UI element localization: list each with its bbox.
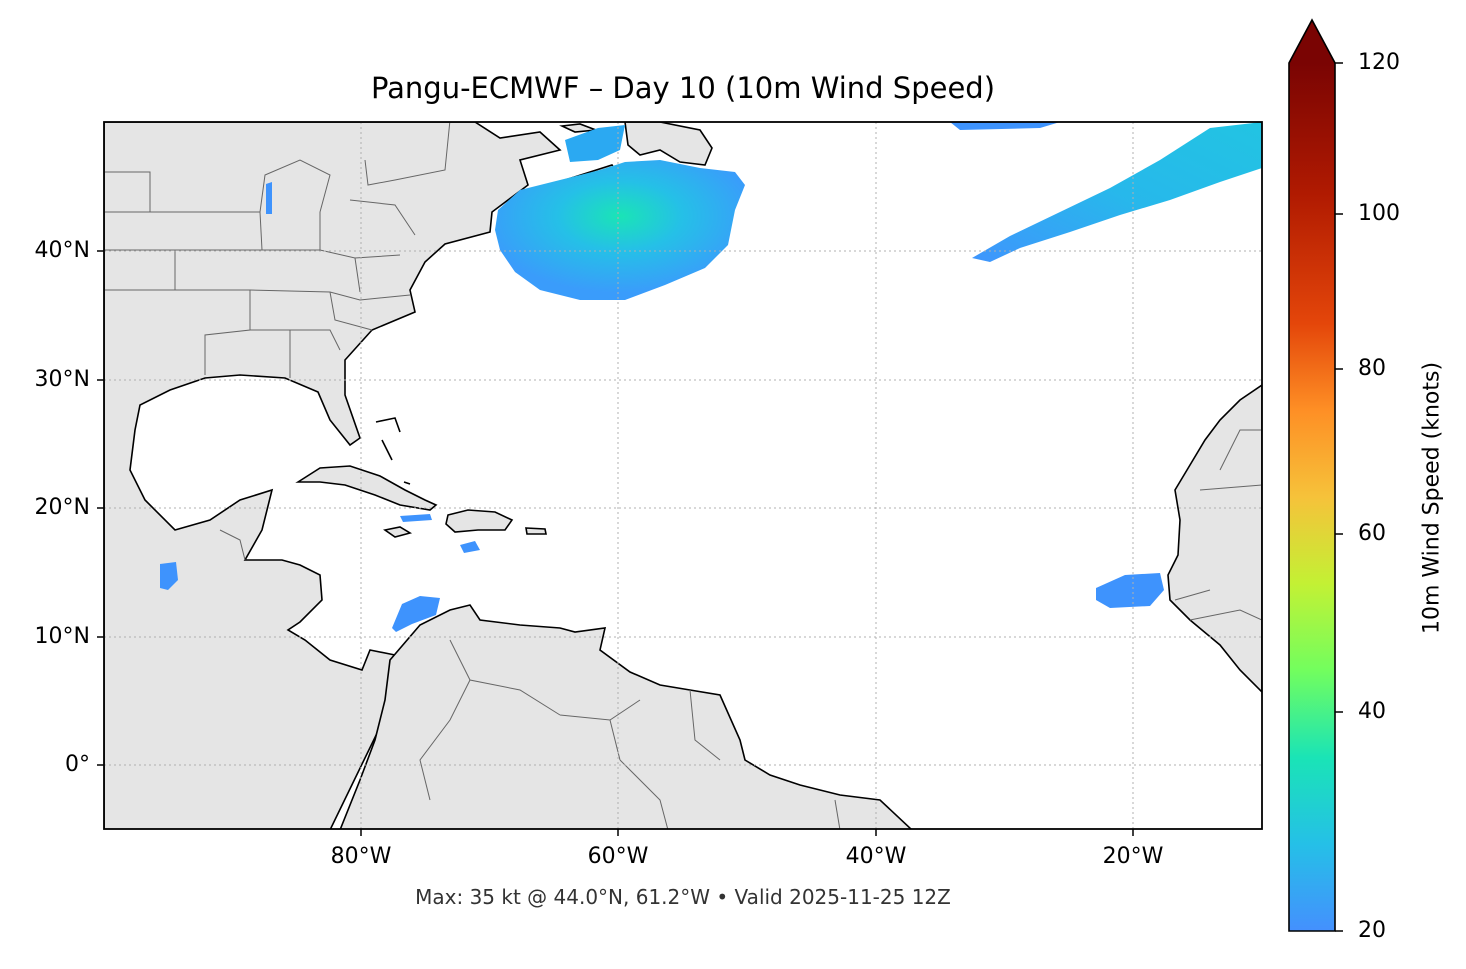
colorbar-gradient bbox=[1289, 63, 1335, 931]
cuba-land bbox=[295, 465, 438, 511]
lat-label-40n: 40°N bbox=[34, 238, 90, 263]
lon-label-80w: 80°W bbox=[330, 844, 392, 869]
colorbar-label: 10m Wind Speed (knots) bbox=[1419, 361, 1445, 635]
north-america-land bbox=[104, 122, 562, 829]
colorbar-extend-arrow bbox=[1289, 20, 1335, 63]
colorbar-outline bbox=[1288, 18, 1336, 932]
lat-label-0: 0° bbox=[65, 752, 90, 777]
map-title: Pangu-ECMWF – Day 10 (10m Wind Speed) bbox=[370, 71, 996, 105]
wind-gulf-tehuantepec bbox=[160, 562, 178, 590]
map-content bbox=[104, 122, 1262, 829]
lat-label-10n: 10°N bbox=[34, 624, 90, 649]
wind-field bbox=[160, 122, 1262, 632]
colorbar-tick-80: 80 bbox=[1358, 356, 1386, 381]
south-america-land bbox=[339, 604, 913, 829]
max-valid-caption: Max: 35 kt @ 44.0°N, 61.2°W • Valid 2025… bbox=[415, 885, 951, 909]
jamaica-land bbox=[383, 526, 413, 538]
wind-great-lakes bbox=[266, 182, 272, 214]
lon-label-40w: 40°W bbox=[845, 844, 907, 869]
colorbar-tick-40: 40 bbox=[1358, 699, 1386, 724]
colorbar[interactable] bbox=[1288, 18, 1343, 932]
wind-caribbean-south bbox=[392, 596, 440, 632]
colorbar-tick-100: 100 bbox=[1358, 201, 1400, 226]
axis-tick-marks bbox=[97, 250, 1134, 836]
map-frame bbox=[103, 121, 1263, 830]
colorbar-tick-marks bbox=[1335, 62, 1343, 932]
wind-hispaniola-south bbox=[460, 541, 480, 553]
lon-label-60w: 60°W bbox=[587, 844, 649, 869]
wind-nova-scotia-gale bbox=[495, 160, 745, 300]
puerto-rico-land bbox=[525, 527, 547, 535]
gridlines bbox=[104, 122, 1262, 829]
political-borders bbox=[104, 122, 1262, 829]
wind-cuba-south bbox=[400, 514, 432, 522]
bahamas-land bbox=[375, 417, 411, 485]
wind-cape-verde bbox=[1096, 573, 1164, 608]
wind-gulf-st-lawrence bbox=[565, 125, 625, 162]
lon-label-20w: 20°W bbox=[1102, 844, 1164, 869]
wind-azores-edge bbox=[950, 122, 1060, 130]
colorbar-tick-60: 60 bbox=[1358, 521, 1386, 546]
colorbar-tick-20: 20 bbox=[1358, 918, 1386, 943]
colorbar-tick-120: 120 bbox=[1358, 50, 1400, 75]
africa-land bbox=[1167, 384, 1262, 694]
hispaniola-land bbox=[445, 509, 514, 533]
lat-label-30n: 30°N bbox=[34, 367, 90, 392]
wind-north-atlantic-band bbox=[972, 122, 1262, 262]
newfoundland-land bbox=[624, 122, 713, 166]
lat-label-20n: 20°N bbox=[34, 495, 90, 520]
